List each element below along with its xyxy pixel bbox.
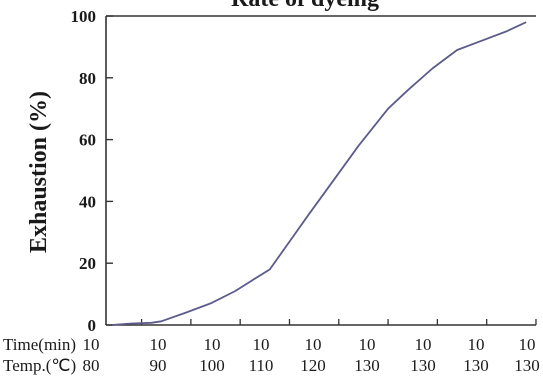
x-time-label: 10 xyxy=(150,335,167,354)
x-temp-label: 130 xyxy=(354,356,380,375)
x-time-label: 10 xyxy=(519,335,536,354)
y-tick-label: 20 xyxy=(79,254,96,273)
x-temp-labels: 80 90 100 110 120 130 130 130 130 xyxy=(83,356,540,375)
chart-title: Rate of dyeing xyxy=(231,0,379,12)
x-time-label: 10 xyxy=(305,335,322,354)
y-tick-label: 60 xyxy=(79,131,96,150)
x-time-label: 10 xyxy=(415,335,432,354)
y-tick-label: 100 xyxy=(71,7,97,26)
x-temp-label: 130 xyxy=(514,356,540,375)
y-tick-marks xyxy=(106,15,113,326)
y-tick-label: 80 xyxy=(79,69,96,88)
x-temp-label: 90 xyxy=(150,356,167,375)
x-temp-label: 130 xyxy=(410,356,436,375)
y-axis-label: Exhaustion (%) xyxy=(26,91,52,253)
x-time-label: 10 xyxy=(83,335,100,354)
x-temp-label: 110 xyxy=(249,356,274,375)
plot-area xyxy=(105,15,537,326)
x-row-label-time: Time(min) xyxy=(3,335,76,354)
x-row-labels: Time(min) Temp.(℃) xyxy=(3,335,76,375)
y-tick-labels: 0 20 40 60 80 100 xyxy=(71,7,97,335)
exhaustion-series-line xyxy=(111,21,527,326)
x-time-labels: 10 10 10 10 10 10 10 10 10 xyxy=(83,335,536,354)
y-tick-label: 40 xyxy=(79,192,96,211)
x-time-label: 10 xyxy=(204,335,221,354)
x-temp-label: 130 xyxy=(463,356,489,375)
x-row-label-temp: Temp.(℃) xyxy=(3,356,76,375)
x-tick-marks xyxy=(140,319,537,325)
x-temp-label: 80 xyxy=(83,356,100,375)
x-time-label: 10 xyxy=(468,335,485,354)
x-time-label: 10 xyxy=(359,335,376,354)
x-time-label: 10 xyxy=(253,335,270,354)
y-tick-label: 0 xyxy=(88,316,97,335)
x-temp-label: 120 xyxy=(300,356,326,375)
x-temp-label: 100 xyxy=(199,356,225,375)
